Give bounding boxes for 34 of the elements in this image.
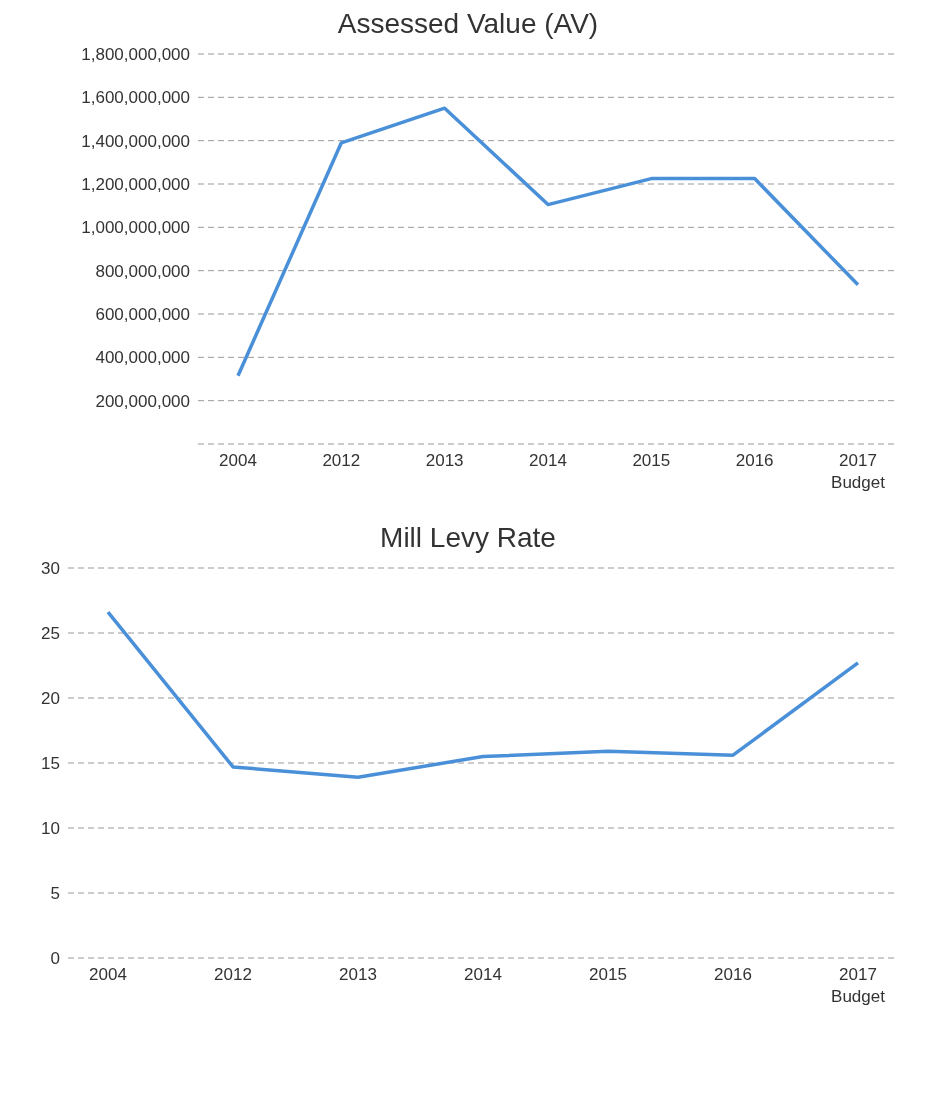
x-tick-label: 2015 — [589, 965, 627, 984]
x-tick-label: 2004 — [89, 965, 127, 984]
x-tick-label: 2016 — [735, 451, 774, 470]
chart-title: Mill Levy Rate — [379, 522, 557, 554]
line-series — [106, 610, 860, 780]
y-tick-label: 1,400,000,000 — [81, 131, 190, 151]
y-tick-label: 1,000,000,000 — [81, 218, 190, 238]
y-tick-label: 25 — [41, 624, 60, 644]
x-tick-label: 2014 — [464, 965, 502, 984]
y-tick-label: 15 — [41, 754, 60, 774]
y-tick-label: 5 — [50, 884, 60, 904]
x-tick-label: 2015 — [632, 451, 671, 470]
y-tick-label: 600,000,000 — [95, 305, 190, 325]
y-tick-label: 1,600,000,000 — [81, 88, 190, 108]
x-tick-label: 2012 — [214, 965, 252, 984]
y-tick-label: 400,000,000 — [95, 348, 190, 368]
y-tick-label: 20 — [41, 689, 60, 709]
y-tick-label: 1,800,000,000 — [81, 45, 190, 65]
y-tick-label: 1,200,000,000 — [81, 175, 190, 195]
line-series — [236, 106, 860, 378]
y-tick-label: 10 — [41, 819, 60, 839]
x-tick-label: 2013 — [425, 451, 464, 470]
x-tick-label: 2012 — [322, 451, 361, 470]
y-tick-label: 0 — [50, 949, 60, 969]
chart-title: Assessed Value (AV) — [336, 8, 600, 40]
x-tick-label: 2013 — [339, 965, 377, 984]
x-tick-label: 2017 Budget — [831, 451, 886, 492]
x-tick-label: 2016 — [714, 965, 752, 984]
x-tick-label: 2017 Budget — [831, 965, 886, 1006]
y-tick-label: 200,000,000 — [95, 391, 190, 411]
y-tick-label: 800,000,000 — [95, 261, 190, 281]
y-tick-label: 30 — [41, 559, 60, 579]
x-tick-label: 2014 — [529, 451, 567, 470]
x-tick-label: 2004 — [219, 451, 257, 470]
